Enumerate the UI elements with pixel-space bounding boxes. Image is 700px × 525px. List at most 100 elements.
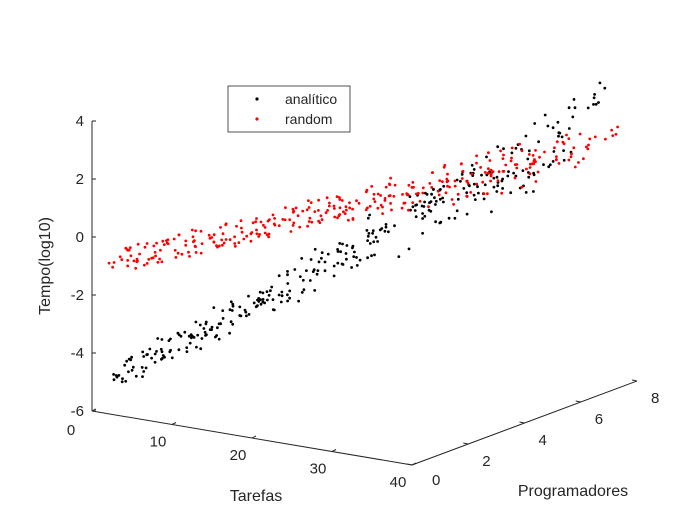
data-point bbox=[320, 218, 324, 222]
data-point bbox=[159, 347, 163, 351]
data-point bbox=[472, 168, 476, 171]
data-point bbox=[433, 196, 436, 200]
data-point bbox=[332, 204, 336, 208]
data-point bbox=[521, 169, 525, 173]
data-point bbox=[309, 258, 313, 261]
data-point bbox=[229, 300, 233, 304]
data-point bbox=[351, 207, 354, 211]
data-point bbox=[430, 186, 434, 189]
data-point bbox=[469, 191, 473, 194]
data-point bbox=[221, 317, 225, 320]
data-point bbox=[221, 309, 225, 312]
data-point bbox=[603, 86, 607, 90]
x-axis-title: Tarefas bbox=[230, 488, 282, 505]
data-point bbox=[176, 331, 180, 335]
data-point bbox=[240, 230, 244, 234]
data-point bbox=[472, 182, 476, 186]
data-point bbox=[160, 350, 164, 354]
data-point bbox=[233, 235, 237, 239]
data-point bbox=[288, 218, 292, 222]
data-point bbox=[153, 250, 157, 254]
data-point bbox=[370, 185, 374, 188]
data-point bbox=[219, 226, 222, 229]
data-point bbox=[231, 322, 235, 326]
data-point bbox=[593, 135, 597, 139]
data-point bbox=[496, 184, 500, 188]
data-point bbox=[153, 360, 157, 364]
data-point bbox=[317, 260, 321, 264]
data-point bbox=[121, 377, 124, 380]
data-point bbox=[614, 132, 618, 136]
data-point bbox=[475, 154, 478, 158]
data-point bbox=[393, 224, 396, 228]
data-point bbox=[308, 279, 312, 282]
data-point bbox=[598, 81, 602, 85]
data-point bbox=[130, 355, 134, 359]
data-point bbox=[411, 201, 415, 205]
data-point bbox=[120, 258, 124, 261]
data-point bbox=[267, 235, 271, 239]
data-point bbox=[383, 197, 387, 200]
data-point bbox=[616, 125, 619, 129]
data-point bbox=[450, 198, 454, 201]
data-point bbox=[547, 165, 551, 169]
data-point bbox=[552, 150, 556, 153]
data-point bbox=[193, 239, 196, 243]
data-point bbox=[268, 218, 271, 222]
data-point bbox=[384, 185, 388, 189]
data-point bbox=[184, 239, 188, 243]
data-point bbox=[430, 192, 433, 196]
data-point bbox=[500, 179, 504, 183]
x-tick-mark bbox=[251, 435, 257, 439]
data-point bbox=[185, 346, 189, 349]
data-point bbox=[336, 248, 339, 251]
data-point bbox=[277, 274, 281, 278]
data-point bbox=[136, 259, 139, 263]
data-point bbox=[339, 250, 342, 254]
data-point bbox=[587, 143, 590, 147]
data-point bbox=[217, 337, 221, 341]
data-point bbox=[117, 374, 121, 377]
data-point bbox=[431, 171, 434, 175]
data-point bbox=[341, 242, 344, 246]
data-point bbox=[379, 194, 382, 197]
data-point bbox=[527, 175, 531, 179]
data-point bbox=[338, 198, 342, 201]
data-point bbox=[136, 242, 140, 246]
data-point bbox=[185, 350, 189, 353]
legend-marker-analitico bbox=[255, 97, 259, 101]
data-point bbox=[520, 149, 524, 153]
data-point bbox=[378, 228, 382, 232]
data-point bbox=[145, 353, 149, 357]
data-point bbox=[509, 191, 513, 195]
data-point bbox=[239, 314, 243, 318]
data-point bbox=[447, 216, 451, 220]
data-point bbox=[263, 226, 267, 229]
data-point bbox=[271, 213, 275, 217]
data-point bbox=[410, 186, 414, 189]
x-tick-mark bbox=[171, 422, 177, 425]
data-point bbox=[353, 250, 356, 254]
x-tick-mark bbox=[331, 449, 337, 452]
legend: analítico random bbox=[227, 85, 351, 133]
data-point bbox=[373, 200, 377, 204]
data-point bbox=[148, 347, 152, 351]
data-point bbox=[525, 167, 528, 171]
data-point bbox=[524, 134, 528, 138]
data-point bbox=[415, 192, 418, 196]
data-point bbox=[350, 266, 353, 269]
data-point bbox=[392, 194, 396, 198]
z-axis-title: Tempo(log10) bbox=[37, 217, 54, 315]
y-tick-mark bbox=[575, 400, 581, 403]
data-point bbox=[372, 192, 376, 196]
data-point bbox=[405, 192, 409, 196]
data-point bbox=[496, 179, 500, 183]
data-point bbox=[145, 242, 149, 245]
data-point bbox=[215, 334, 219, 337]
data-point bbox=[288, 296, 291, 300]
data-point bbox=[355, 199, 358, 203]
data-point bbox=[487, 167, 490, 171]
data-point bbox=[315, 272, 319, 276]
data-point bbox=[196, 333, 200, 337]
